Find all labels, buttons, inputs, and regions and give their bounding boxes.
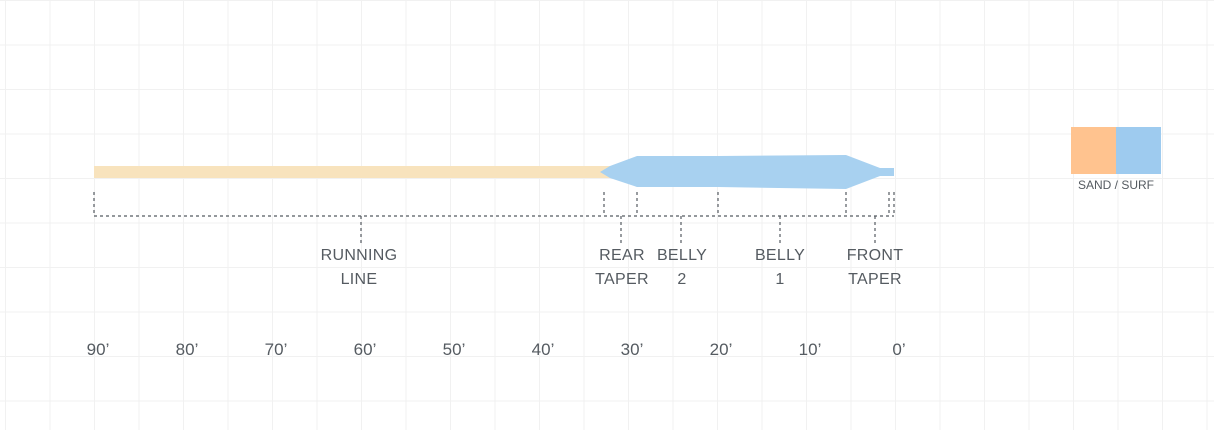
label-running-line: RUNNING LINE	[321, 244, 398, 292]
label-line1: RUNNING	[320, 247, 398, 264]
sand-swatch	[1071, 127, 1116, 174]
axis-tick: 20’	[709, 340, 733, 359]
label-rear-taper: REAR TAPER	[595, 244, 649, 292]
label-line2: 1	[775, 271, 785, 288]
label-belly-2: BELLY 2	[657, 244, 707, 292]
label-line2: LINE	[340, 271, 378, 288]
label-front-taper: FRONT TAPER	[847, 244, 904, 292]
label-belly-1: BELLY 1	[755, 244, 805, 292]
axis-tick: 80’	[175, 340, 199, 359]
axis-tick: 0’	[892, 340, 906, 359]
label-line1: BELLY	[754, 247, 806, 264]
label-line2: TAPER	[848, 271, 902, 288]
section-brackets	[93, 192, 895, 244]
axis-tick: 60’	[353, 340, 377, 359]
axis-tick: 10’	[798, 340, 822, 359]
label-line2: TAPER	[595, 271, 649, 288]
label-line1: REAR	[599, 247, 645, 264]
axis-tick: 70’	[264, 340, 288, 359]
label-line1: FRONT	[846, 247, 904, 264]
axis-tick: 30’	[620, 340, 644, 359]
color-swatch-label: SAND / SURF	[1077, 178, 1154, 192]
surf-swatch	[1116, 127, 1161, 174]
axis-tick: 40’	[531, 340, 555, 359]
axis-tick: 50’	[442, 340, 466, 359]
label-line1: BELLY	[656, 247, 708, 264]
running-line	[94, 166, 610, 178]
label-line2: 2	[677, 271, 687, 288]
color-swatch	[1071, 127, 1161, 174]
axis-tick: 90’	[86, 340, 110, 359]
fly-line-head	[600, 155, 894, 189]
